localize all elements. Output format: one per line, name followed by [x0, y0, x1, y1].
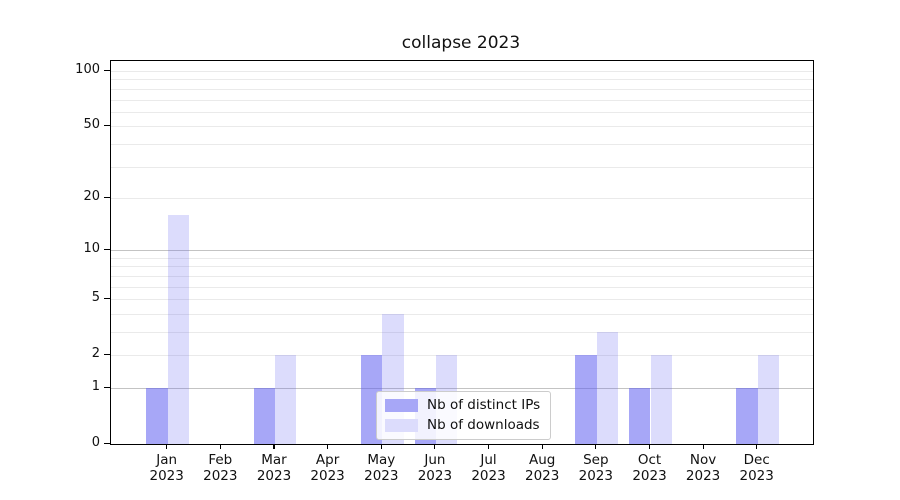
plot-area	[110, 60, 814, 445]
x-tick-mark-apr	[327, 444, 329, 449]
gridline-minor-2	[111, 355, 813, 357]
gridline-major-1	[111, 388, 813, 389]
y-tick-label-2: 2	[91, 346, 100, 362]
y-tick-mark-100	[104, 70, 110, 72]
bar-nb-of-distinct-ips-dec	[736, 388, 758, 444]
x-tick-label-jul: Jul 2023	[471, 452, 506, 484]
legend-item-distinct-ips: Nb of distinct IPs	[385, 397, 540, 413]
gridline-minor-30	[111, 166, 813, 168]
x-tick-label-sep: Sep 2023	[578, 452, 613, 484]
x-tick-label-oct: Oct 2023	[632, 452, 667, 484]
y-tick-label-5: 5	[91, 290, 100, 306]
x-tick-mark-mar	[273, 444, 275, 449]
bar-nb-of-distinct-ips-jan	[146, 388, 168, 444]
gridline-minor-7	[111, 275, 813, 277]
bar-nb-of-downloads-dec	[757, 355, 780, 444]
x-tick-label-apr: Apr 2023	[310, 452, 345, 484]
y-tick-label-100: 100	[75, 62, 100, 77]
x-tick-label-feb: Feb 2023	[203, 452, 238, 484]
gridline-minor-70	[111, 99, 813, 101]
bar-nb-of-downloads-oct	[650, 355, 672, 444]
gridline-minor-60	[111, 111, 813, 113]
y-tick-mark-50	[104, 125, 110, 127]
x-tick-mark-sep	[595, 444, 597, 449]
gridline-minor-5	[111, 299, 813, 301]
x-tick-mark-jul	[487, 444, 490, 449]
legend: Nb of distinct IPs Nb of downloads	[376, 391, 552, 440]
gridline-minor-3	[111, 332, 813, 333]
x-tick-mark-feb	[219, 444, 221, 449]
x-tick-mark-dec	[756, 444, 758, 449]
x-tick-mark-nov	[702, 444, 704, 449]
chart-title: collapse 2023	[401, 33, 521, 53]
legend-item-downloads: Nb of downloads	[385, 417, 540, 433]
x-tick-mark-jan	[166, 444, 168, 449]
y-tick-label-10: 10	[83, 241, 100, 257]
gridline-minor-90	[111, 79, 813, 81]
y-tick-mark-10	[104, 249, 110, 251]
gridline-minor-40	[111, 143, 813, 145]
y-tick-mark-1	[104, 387, 110, 389]
x-tick-mark-jun	[434, 444, 436, 449]
gridline-minor-4	[111, 313, 813, 315]
bar-nb-of-distinct-ips-oct	[629, 388, 651, 444]
y-tick-mark-2	[104, 354, 110, 356]
x-tick-label-may: May 2023	[364, 452, 399, 484]
y-tick-mark-0	[104, 443, 110, 445]
y-tick-mark-5	[104, 298, 110, 300]
gridline-major-10	[111, 250, 813, 252]
gridline-minor-100	[111, 71, 813, 72]
x-tick-label-aug: Aug 2023	[525, 452, 560, 484]
x-tick-label-jun: Jun 2023	[417, 452, 453, 484]
y-tick-label-1: 1	[91, 379, 100, 394]
y-tick-label-0: 0	[91, 435, 100, 450]
legend-swatch-downloads	[385, 418, 418, 432]
x-tick-label-jan: Jan 2023	[149, 452, 184, 484]
gridline-minor-9	[111, 257, 813, 259]
x-tick-mark-may	[380, 444, 382, 449]
gridline-minor-80	[111, 88, 813, 90]
bar-nb-of-downloads-jan	[167, 215, 190, 444]
gridline-minor-20	[111, 197, 813, 199]
y-tick-label-20: 20	[83, 188, 100, 204]
bar-nb-of-downloads-sep	[596, 332, 619, 444]
x-tick-mark-aug	[541, 444, 543, 449]
y-tick-mark-20	[104, 196, 110, 199]
bar-nb-of-downloads-mar	[275, 355, 297, 444]
x-tick-label-dec: Dec 2023	[739, 452, 774, 484]
y-tick-label-50: 50	[83, 117, 100, 133]
x-tick-mark-oct	[648, 444, 651, 449]
bar-nb-of-distinct-ips-sep	[575, 355, 597, 444]
gridline-minor-8	[111, 266, 813, 268]
gridline-minor-6	[111, 286, 813, 288]
x-tick-label-mar: Mar 2023	[256, 452, 292, 484]
gridline-minor-50	[111, 126, 813, 128]
bar-nb-of-distinct-ips-mar	[253, 388, 275, 444]
legend-label-downloads: Nb of downloads	[427, 417, 540, 433]
x-tick-label-nov: Nov 2023	[685, 452, 721, 484]
legend-label-distinct-ips: Nb of distinct IPs	[427, 397, 541, 413]
legend-swatch-distinct-ips	[385, 398, 418, 412]
